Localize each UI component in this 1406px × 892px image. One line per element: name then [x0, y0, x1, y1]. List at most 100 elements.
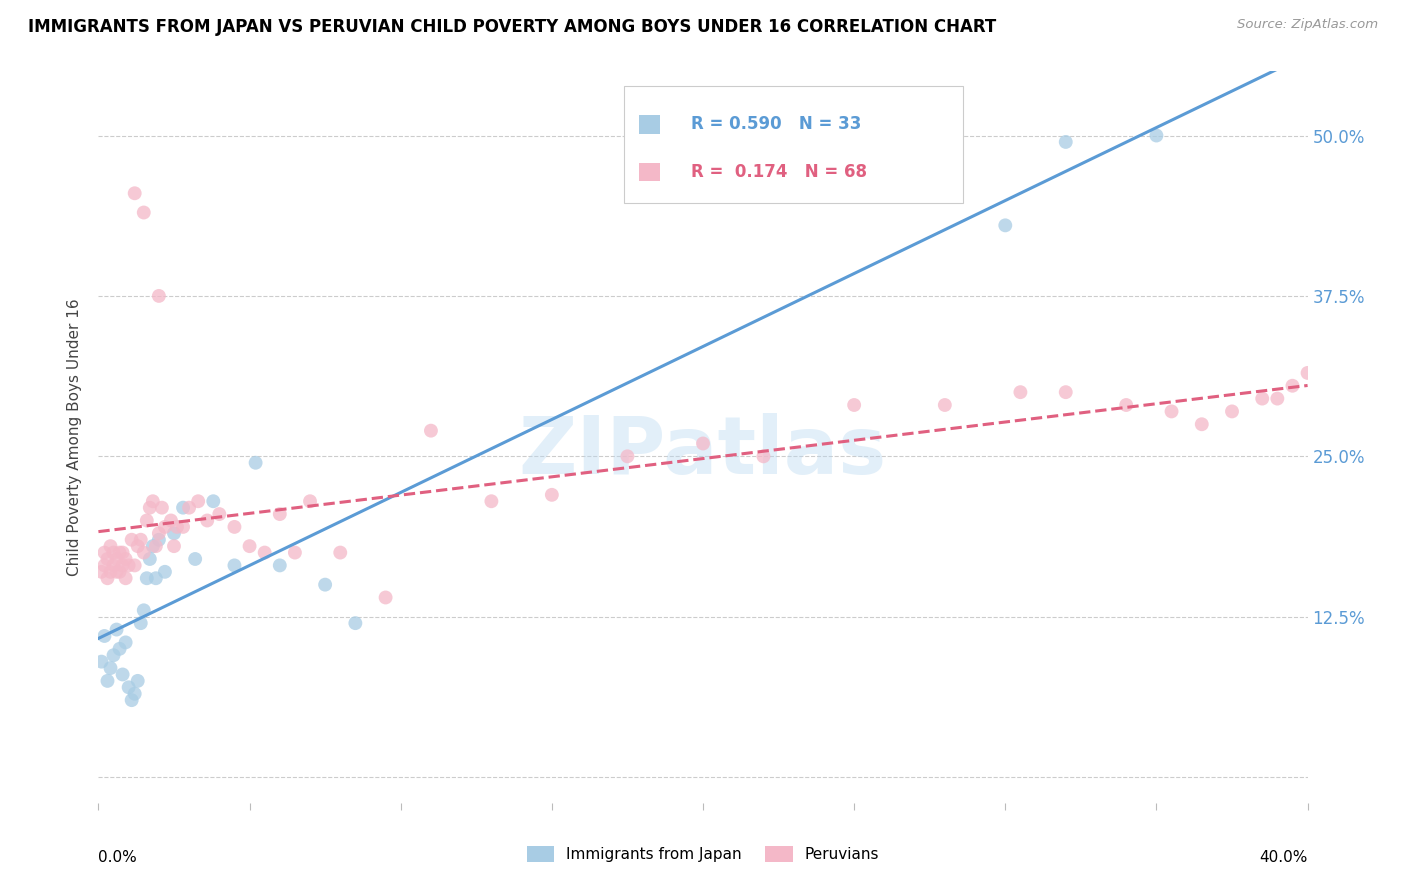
Point — [103, 558, 125, 573]
Point — [121, 693, 143, 707]
Point — [93, 558, 115, 573]
Point — [145, 571, 167, 585]
Point — [108, 545, 131, 559]
Point — [127, 673, 149, 688]
Point — [329, 545, 352, 559]
Point — [93, 629, 115, 643]
Point — [172, 500, 194, 515]
Point — [934, 398, 956, 412]
Point — [179, 500, 201, 515]
Point — [420, 424, 443, 438]
Text: 0.0%: 0.0% — [98, 850, 138, 865]
Point — [90, 565, 112, 579]
Point — [129, 616, 152, 631]
Point — [692, 436, 714, 450]
Point — [139, 552, 162, 566]
Point — [374, 591, 396, 605]
FancyBboxPatch shape — [638, 163, 659, 181]
Point — [1267, 392, 1289, 406]
Text: ZIPatlas: ZIPatlas — [519, 413, 887, 491]
Point — [103, 545, 125, 559]
Point — [127, 539, 149, 553]
Point — [187, 494, 209, 508]
Point — [118, 681, 141, 695]
Point — [108, 641, 131, 656]
Point — [1144, 128, 1167, 143]
Point — [105, 552, 128, 566]
Point — [111, 545, 134, 559]
Point — [96, 673, 118, 688]
Text: R = 0.590   N = 33: R = 0.590 N = 33 — [690, 115, 862, 133]
Point — [103, 648, 125, 663]
Y-axis label: Child Poverty Among Boys Under 16: Child Poverty Among Boys Under 16 — [67, 298, 83, 576]
Point — [153, 520, 176, 534]
Point — [844, 398, 866, 412]
Point — [121, 533, 143, 547]
Point — [1251, 392, 1274, 406]
Legend: Immigrants from Japan, Peruvians: Immigrants from Japan, Peruvians — [520, 840, 886, 868]
Point — [172, 520, 194, 534]
Point — [314, 577, 336, 591]
Point — [994, 219, 1017, 233]
Point — [1054, 135, 1077, 149]
Point — [129, 533, 152, 547]
Point — [224, 520, 246, 534]
Point — [269, 507, 291, 521]
Point — [100, 661, 122, 675]
Point — [135, 571, 157, 585]
Text: R =  0.174   N = 68: R = 0.174 N = 68 — [690, 163, 868, 181]
Point — [481, 494, 503, 508]
Point — [616, 450, 638, 464]
Point — [96, 571, 118, 585]
Point — [114, 571, 136, 585]
Point — [1296, 366, 1319, 380]
Point — [132, 603, 155, 617]
Point — [1054, 385, 1077, 400]
Point — [142, 539, 165, 553]
Point — [105, 565, 128, 579]
Point — [96, 552, 118, 566]
Point — [114, 635, 136, 649]
Point — [752, 450, 775, 464]
Point — [90, 655, 112, 669]
Point — [108, 565, 131, 579]
Point — [124, 186, 146, 201]
Point — [100, 565, 122, 579]
Point — [132, 545, 155, 559]
Point — [118, 558, 141, 573]
Point — [284, 545, 307, 559]
Point — [166, 520, 188, 534]
Point — [111, 558, 134, 573]
Point — [1160, 404, 1182, 418]
Point — [239, 539, 262, 553]
Point — [163, 539, 186, 553]
Text: Source: ZipAtlas.com: Source: ZipAtlas.com — [1237, 18, 1378, 31]
FancyBboxPatch shape — [638, 115, 659, 134]
Point — [1312, 392, 1334, 406]
Point — [145, 539, 167, 553]
Point — [1281, 378, 1303, 392]
Point — [1220, 404, 1243, 418]
Point — [202, 494, 225, 508]
Point — [224, 558, 246, 573]
Point — [163, 526, 186, 541]
Point — [540, 488, 562, 502]
Point — [93, 545, 115, 559]
Point — [1115, 398, 1137, 412]
Text: 40.0%: 40.0% — [1260, 850, 1308, 865]
Point — [105, 623, 128, 637]
Point — [269, 558, 291, 573]
Point — [148, 533, 170, 547]
Point — [195, 514, 218, 528]
Point — [142, 494, 165, 508]
Point — [208, 507, 231, 521]
Point — [245, 456, 267, 470]
Point — [1010, 385, 1032, 400]
Point — [153, 565, 176, 579]
Point — [132, 205, 155, 219]
Point — [160, 514, 183, 528]
Point — [111, 667, 134, 681]
Text: IMMIGRANTS FROM JAPAN VS PERUVIAN CHILD POVERTY AMONG BOYS UNDER 16 CORRELATION : IMMIGRANTS FROM JAPAN VS PERUVIAN CHILD … — [28, 18, 997, 36]
Point — [184, 552, 207, 566]
Point — [139, 500, 162, 515]
